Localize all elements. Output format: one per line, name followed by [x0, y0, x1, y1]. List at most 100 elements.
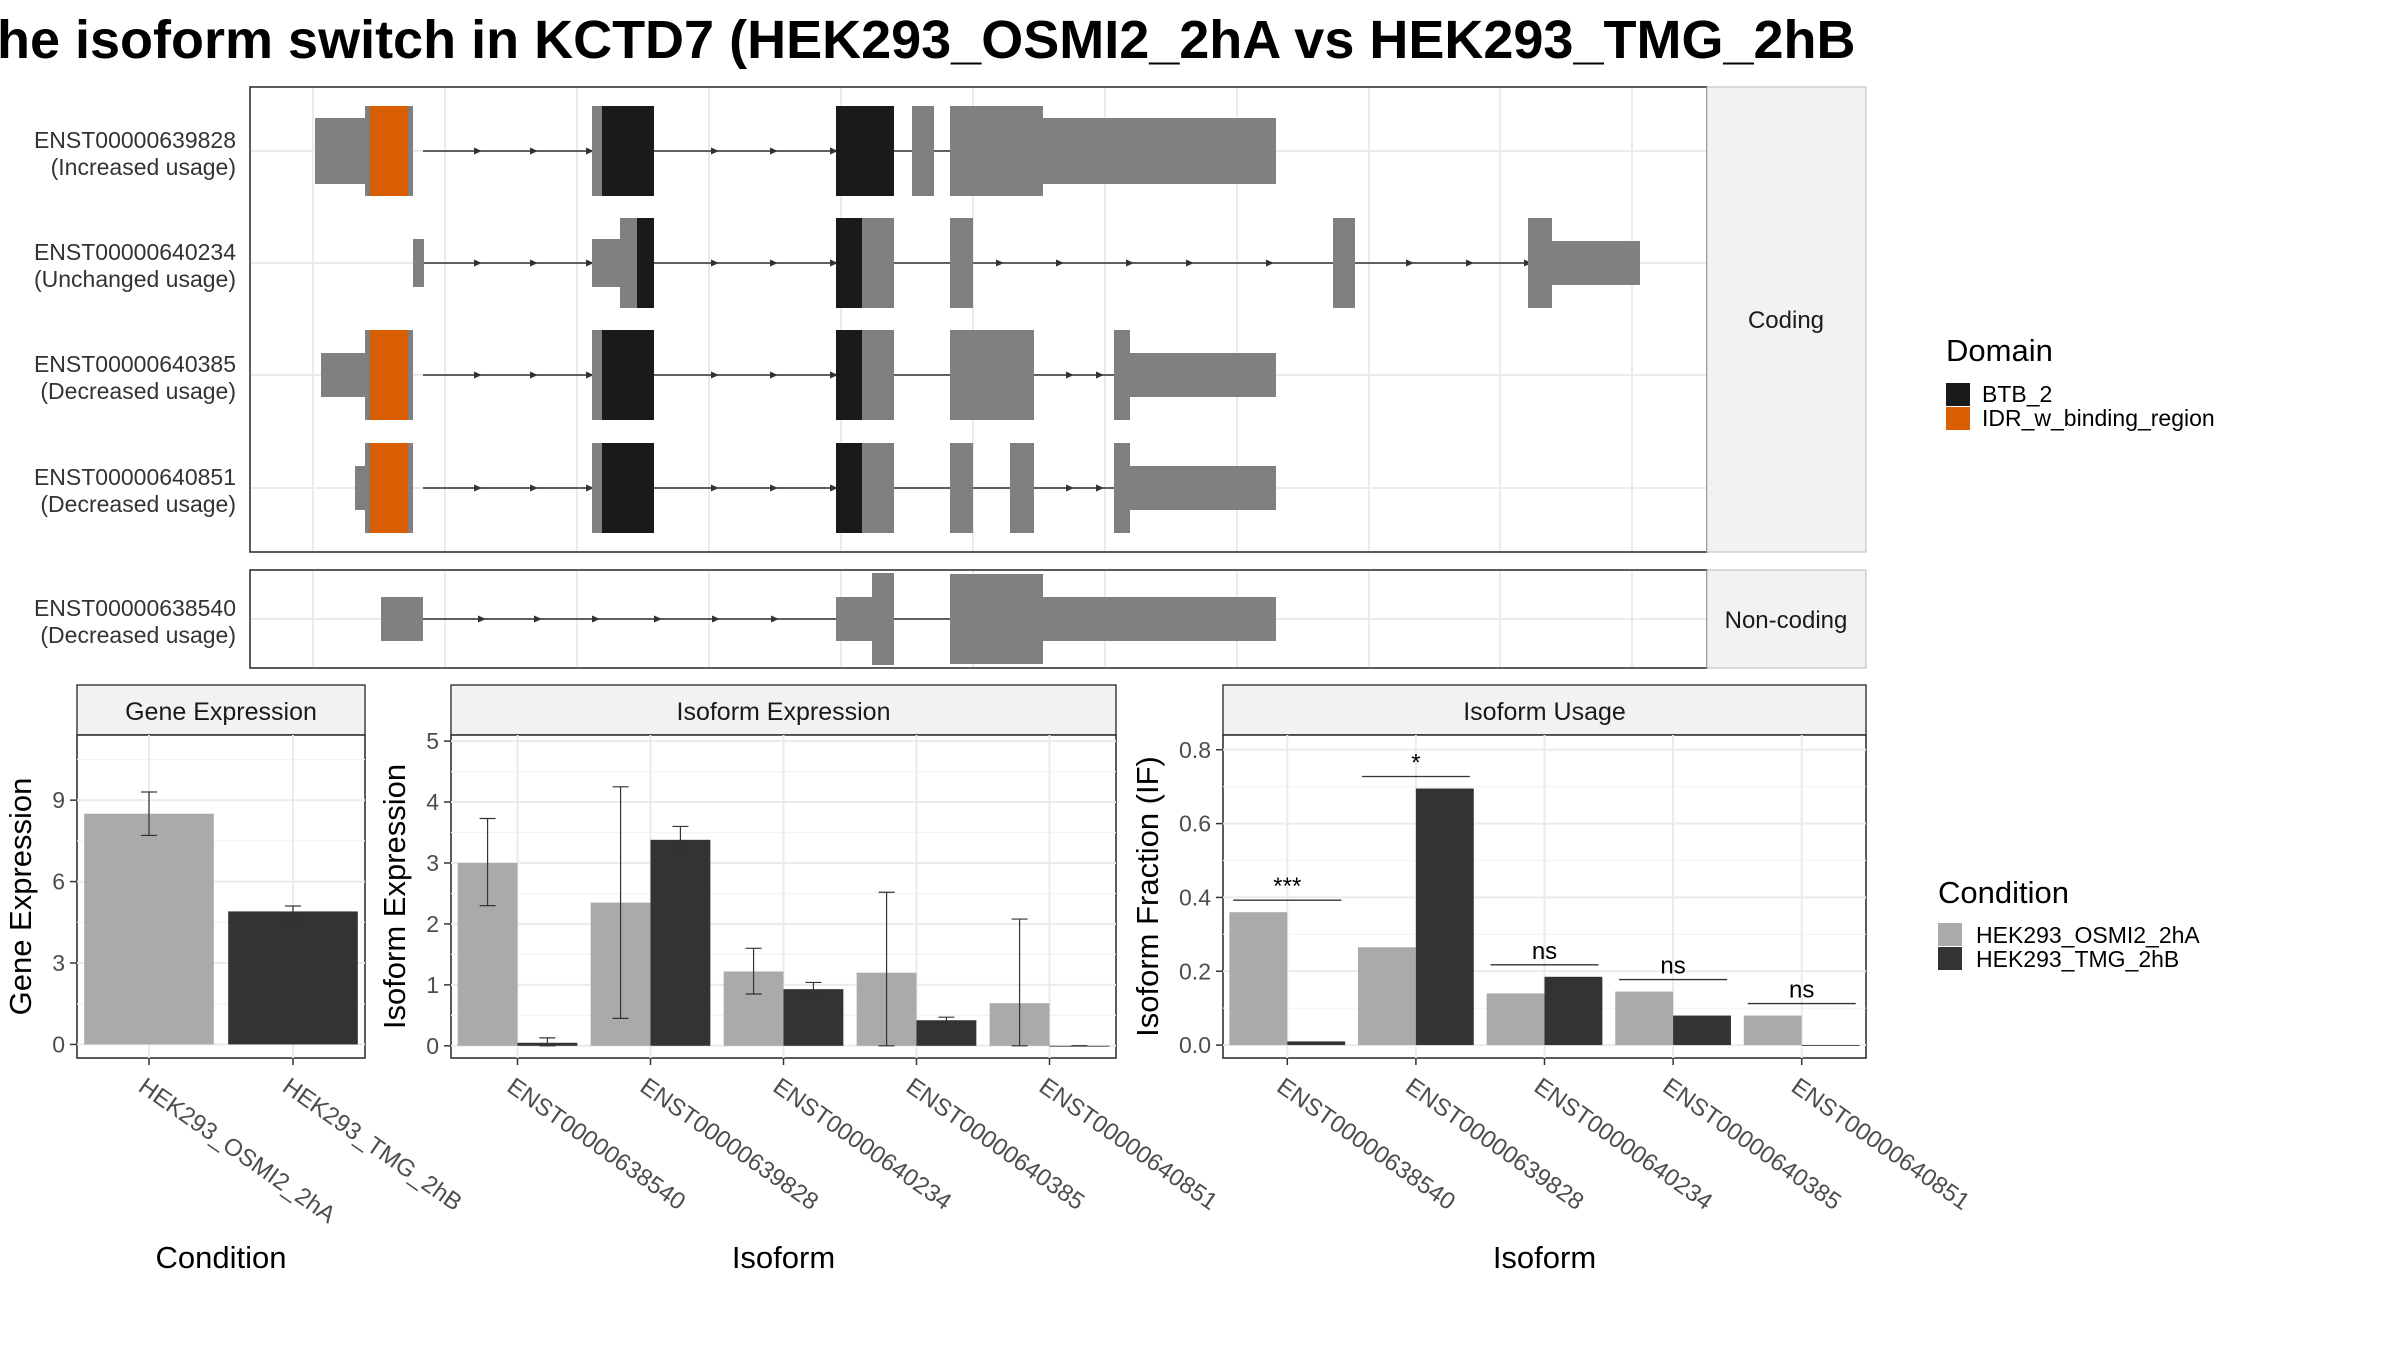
y-tick-label: 0.8	[1179, 737, 1211, 763]
y-tick-label: 0.4	[1179, 884, 1211, 910]
exon	[413, 239, 424, 287]
significance-label: ns	[1660, 953, 1685, 980]
domain-idr-w-binding-region	[369, 106, 408, 196]
exon	[1552, 241, 1640, 285]
bar-chart-panels: Gene Expression0369HEK293_OSMI2_2hAHEK29…	[3, 684, 1974, 1275]
domain-legend-title: Domain	[1946, 333, 2053, 368]
x-axis-title: Condition	[156, 1240, 287, 1275]
bar	[1544, 976, 1603, 1046]
exon	[1333, 218, 1355, 308]
strand-arrow	[478, 615, 486, 623]
domain-legend-swatch	[1946, 407, 1970, 430]
condition-legend-swatch	[1938, 923, 1962, 946]
strand-arrow	[530, 259, 538, 267]
strand-arrow	[711, 371, 719, 379]
panel-strip	[76, 684, 366, 736]
panel-strip	[1222, 684, 1867, 736]
exon	[315, 118, 365, 184]
strand-arrow	[1096, 371, 1104, 379]
domain-legend-label: IDR_w_binding_region	[1982, 405, 2215, 431]
strand-arrow	[1126, 259, 1134, 267]
y-tick-label: 4	[426, 789, 439, 815]
exon	[592, 330, 602, 420]
strand-arrow	[474, 147, 482, 155]
strand-arrow	[830, 259, 838, 267]
bar	[1673, 1015, 1731, 1046]
strand-arrow	[654, 615, 662, 623]
coding-strip-label: Coding	[1748, 307, 1824, 334]
strand-arrow	[474, 259, 482, 267]
strand-arrow	[712, 615, 720, 623]
exon	[862, 218, 894, 308]
transcript-id-label: ENST00000640385	[34, 351, 236, 377]
x-axis-title: Isoform	[1493, 1240, 1596, 1275]
bar	[1287, 1041, 1346, 1046]
noncoding-strip-label: Non-coding	[1725, 607, 1848, 634]
y-tick-label: 1	[426, 972, 439, 998]
strand-arrow	[474, 484, 482, 492]
panel-strip-label: Isoform Expression	[677, 698, 891, 726]
strand-arrow	[830, 371, 838, 379]
exon	[950, 443, 973, 533]
bar	[783, 989, 844, 1046]
condition-legend-label: HEK293_OSMI2_2hA	[1976, 922, 2200, 948]
exon	[1528, 218, 1552, 308]
exon	[1010, 443, 1034, 533]
strand-arrow	[530, 371, 538, 379]
exon	[950, 574, 1043, 664]
transcript-id-label: ENST00000640234	[34, 239, 236, 265]
y-tick-label: 0.2	[1179, 958, 1211, 984]
condition-legend-label: HEK293_TMG_2hB	[1976, 946, 2179, 972]
noncoding-strip	[1706, 569, 1867, 669]
exon	[836, 597, 872, 641]
condition-legend-swatch	[1938, 947, 1962, 970]
exon	[1043, 597, 1276, 641]
exon	[950, 330, 1034, 420]
strand-arrow	[996, 259, 1004, 267]
y-tick-label: 0.6	[1179, 811, 1211, 837]
exon	[950, 106, 1043, 196]
y-tick-label: 9	[52, 787, 65, 813]
transcript-usage-label: (Decreased usage)	[40, 622, 236, 648]
y-tick-label: 0	[426, 1033, 439, 1059]
exon	[355, 466, 365, 510]
strand-arrow	[1466, 259, 1474, 267]
strand-arrow	[770, 259, 778, 267]
condition-legend-title: Condition	[1938, 875, 2069, 910]
y-tick-label: 6	[52, 869, 65, 895]
strand-arrow	[771, 615, 779, 623]
bar	[1615, 991, 1674, 1046]
exon	[912, 106, 934, 196]
transcript-model	[321, 330, 1276, 420]
exon	[1130, 353, 1276, 397]
bar	[1229, 912, 1288, 1046]
strand-arrow	[592, 615, 600, 623]
strand-arrow	[1406, 259, 1414, 267]
exon	[1114, 443, 1130, 533]
y-axis-title: Isoform Fraction (IF)	[1130, 756, 1165, 1037]
strand-arrow	[586, 259, 594, 267]
domain-btb-2	[836, 218, 862, 308]
figure-title: he isoform switch in KCTD7 (HEK293_OSMI2…	[0, 10, 1856, 70]
domain-btb-2	[836, 443, 862, 533]
significance-label: ***	[1273, 873, 1301, 900]
domain-btb-2	[602, 106, 654, 196]
transcript-model	[315, 106, 1276, 196]
transcript-model	[413, 218, 1640, 308]
exon	[1130, 466, 1276, 510]
strand-arrow	[1066, 484, 1074, 492]
exon	[381, 597, 423, 641]
bar	[1743, 1015, 1802, 1046]
strand-arrow	[586, 371, 594, 379]
domain-legend-swatch	[1946, 383, 1970, 406]
exon	[321, 353, 365, 397]
strand-arrow	[770, 371, 778, 379]
transcript-usage-label: (Increased usage)	[51, 154, 236, 180]
domain-btb-2	[862, 106, 894, 196]
y-axis-title: Isoform Expression	[377, 764, 412, 1029]
exon	[862, 443, 894, 533]
strand-arrow	[586, 484, 594, 492]
exon	[620, 218, 637, 308]
bar	[1358, 947, 1416, 1046]
y-tick-label: 2	[426, 911, 439, 937]
